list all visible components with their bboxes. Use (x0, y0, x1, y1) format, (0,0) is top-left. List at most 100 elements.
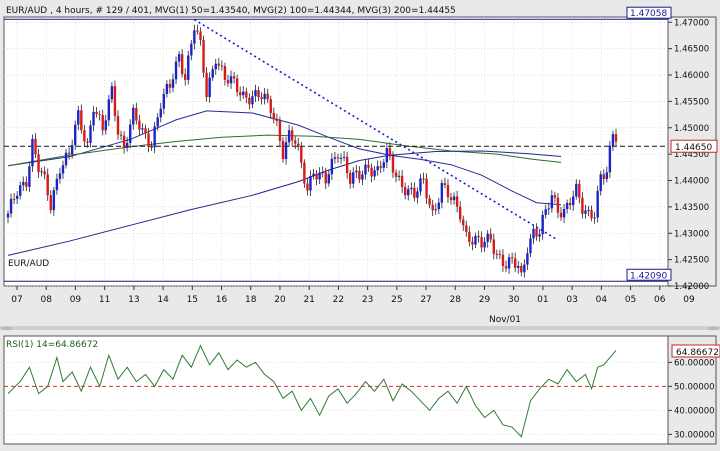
candle (77, 105, 80, 131)
candle-body (495, 253, 499, 255)
candle (122, 131, 126, 154)
candle (229, 70, 233, 89)
x-tick-label: 22 (333, 295, 344, 305)
candle (581, 192, 584, 219)
x-tick-label: 18 (245, 295, 257, 305)
candle (361, 170, 364, 186)
x-tick-label: 07 (11, 295, 22, 305)
candle-body (37, 154, 40, 173)
candle-body (116, 115, 120, 135)
candle (25, 176, 28, 191)
candle-body (339, 157, 343, 159)
candle (517, 260, 520, 274)
y-tick-label: 1.45500 (674, 97, 709, 107)
candle (300, 141, 303, 169)
candle (184, 68, 187, 86)
candle-body (572, 196, 575, 206)
candle-body (171, 79, 175, 88)
y-tick-label: 1.47000 (674, 18, 709, 28)
price-boxes: 1.47058 1.42090 1.44650 (626, 6, 718, 281)
candle (498, 249, 502, 260)
y-tick-label: 1.42000 (674, 282, 709, 292)
candle (55, 173, 59, 195)
candle-body (358, 170, 361, 180)
candle-body (611, 134, 615, 146)
rsi-label: RSI(1) 14=64.86672 (6, 340, 98, 350)
candle (144, 124, 147, 139)
candle-body (52, 190, 56, 211)
candle (19, 181, 22, 200)
candle-body (458, 206, 462, 220)
candle (235, 74, 239, 97)
candle-body (397, 175, 401, 177)
header-ma3: MVG(3) 200=1.44455 (357, 6, 455, 16)
candle (565, 199, 569, 214)
candle (174, 56, 178, 85)
candle-body (187, 55, 190, 80)
candle-body (272, 112, 276, 120)
rsi-current-box: 64.86672 (671, 344, 720, 358)
candle (162, 88, 166, 115)
candle (355, 165, 358, 179)
candle-body (474, 235, 477, 245)
candle (119, 130, 123, 140)
candle-body (150, 146, 153, 148)
candle (159, 102, 162, 123)
candle (239, 86, 242, 102)
candle-body (122, 135, 126, 148)
candle-body (535, 228, 538, 237)
candle (510, 252, 514, 264)
candle-body (373, 170, 376, 177)
candle (544, 204, 547, 219)
y-tick-label: 1.42500 (674, 256, 709, 266)
candle-body (587, 210, 590, 212)
rsi-line (7, 344, 617, 438)
candle-body (547, 208, 550, 210)
candle (568, 197, 572, 210)
candle-body (22, 181, 25, 186)
candle (403, 182, 407, 200)
rsi-tick-label: 50.00000 (674, 382, 715, 392)
candle-body (462, 219, 465, 226)
candle-body (544, 209, 547, 215)
price-box-high: 1.47058 (630, 9, 667, 19)
trendline-dotted (193, 18, 559, 241)
candle-body (538, 234, 541, 237)
x-axis-sublabel: Nov/01 (489, 315, 521, 325)
candle-body (321, 172, 324, 174)
candle-body (177, 54, 181, 62)
candle-body (251, 96, 254, 105)
x-tick-label: 29 (479, 295, 491, 305)
candle-body (520, 265, 523, 273)
candle (614, 128, 618, 146)
candle (321, 166, 324, 178)
candle-body (449, 197, 453, 201)
candle-body (248, 97, 251, 105)
candle (28, 162, 31, 192)
x-tick-label: 03 (566, 295, 577, 305)
candle-body (312, 173, 315, 177)
divider-grip[interactable] (2, 327, 718, 330)
header-ma1: MVG(1) 50=1.43540 (155, 6, 248, 16)
candle-body (388, 148, 392, 157)
candle (428, 194, 431, 209)
candle-body (77, 110, 80, 125)
candle (141, 123, 144, 134)
rsi-tick-label: 60.00000 (674, 358, 715, 368)
candle (489, 228, 492, 244)
price-box-current-bg (670, 139, 718, 153)
candle (590, 205, 593, 222)
candle (477, 230, 480, 243)
candle (373, 165, 376, 181)
candle-body (541, 214, 544, 235)
candle (260, 92, 263, 105)
moving-average-line (7, 110, 562, 206)
candle (89, 120, 92, 148)
candle-body (211, 69, 214, 78)
candle-body (480, 237, 483, 248)
x-tick-label: 09 (70, 295, 82, 305)
candle-body (28, 166, 31, 187)
candle (67, 147, 71, 160)
candle (177, 50, 181, 68)
candle-body (83, 130, 86, 142)
